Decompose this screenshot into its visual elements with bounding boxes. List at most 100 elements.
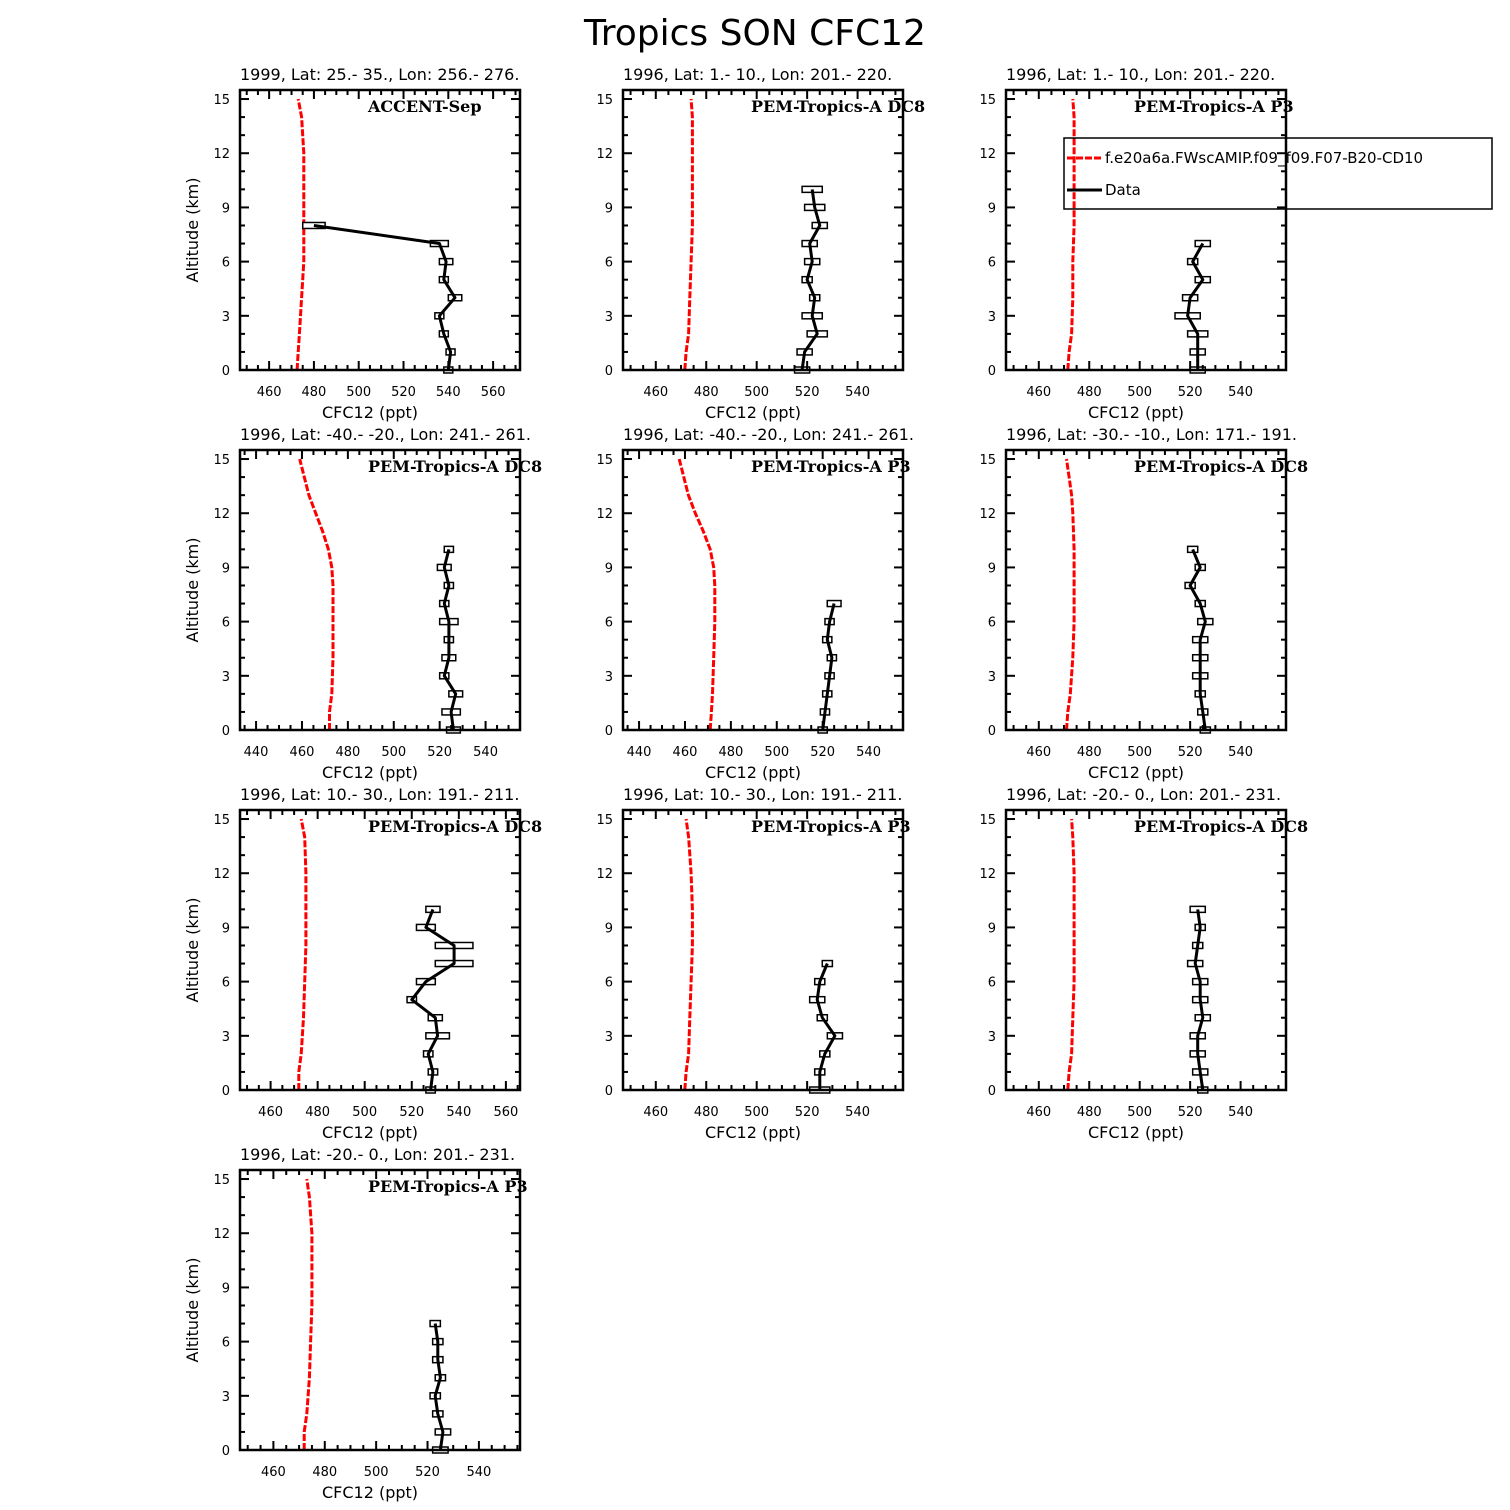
panel-6: 1996, Lat: -30.- -10., Lon: 171.- 191. 0 3… <box>979 425 1308 782</box>
plot-frame <box>621 88 905 372</box>
panel-subtitle: 1996, Lat: 1.- 10., Lon: 201.- 220. <box>623 65 892 84</box>
x-tick-label: 520 <box>795 1105 820 1120</box>
y-tick-label: 15 <box>596 813 613 828</box>
x-tick-label: 520 <box>1178 745 1203 760</box>
data-profile-line <box>815 962 837 1090</box>
panel-subtitle: 1996, Lat: -40.- -20., Lon: 241.- 261. <box>623 425 914 444</box>
plot-frame <box>1004 88 1288 372</box>
plot-frame <box>1004 808 1288 1092</box>
y-tick-label: 15 <box>213 813 230 828</box>
data-profile-line <box>313 224 457 371</box>
x-tick-label: 460 <box>643 1105 668 1120</box>
x-tick-label: 500 <box>744 1105 769 1120</box>
x-axis-label: CFC12 (ppt) <box>322 763 418 782</box>
x-axis-label: CFC12 (ppt) <box>1088 403 1184 422</box>
model-profile-line <box>298 458 335 730</box>
y-tick-label: 15 <box>596 93 613 108</box>
y-tick-label: 12 <box>979 507 996 522</box>
campaign-label: PEM-Tropics-A P3 <box>1134 97 1294 116</box>
x-axis-label: CFC12 (ppt) <box>322 403 418 422</box>
y-tick-label: 3 <box>222 310 230 325</box>
x-axis-label: CFC12 (ppt) <box>1088 763 1184 782</box>
x-axis-label: CFC12 (ppt) <box>322 1123 418 1142</box>
x-axis-label: CFC12 (ppt) <box>322 1483 418 1502</box>
panel-4: 1996, Lat: -40.- -20., Lon: 241.- 261. 0 3… <box>183 425 542 782</box>
y-tick-label: 3 <box>222 1030 230 1045</box>
x-tick-label: 480 <box>305 1105 330 1120</box>
y-tick-label: 12 <box>213 147 230 162</box>
x-tick-label: 500 <box>1127 1105 1152 1120</box>
data-profile-line <box>442 549 458 731</box>
model-profile-line <box>295 98 306 371</box>
x-tick-label: 540 <box>1228 745 1253 760</box>
x-tick-label: 480 <box>694 385 719 400</box>
x-tick-label: 520 <box>415 1465 440 1480</box>
data-profile-line <box>800 189 822 371</box>
model-profile-line <box>297 818 308 1090</box>
x-tick-label: 520 <box>427 745 452 760</box>
y-tick-label: 3 <box>988 310 996 325</box>
legend-box <box>1063 137 1493 210</box>
plot-frame <box>238 448 522 732</box>
x-tick-label: 520 <box>391 385 416 400</box>
x-tick-label: 560 <box>481 385 506 400</box>
y-tick-label: 9 <box>222 921 230 936</box>
x-tick-label: 520 <box>1178 1105 1203 1120</box>
x-tick-label: 540 <box>845 1105 870 1120</box>
x-tick-label: 480 <box>302 385 327 400</box>
model-profile-line <box>1065 458 1076 731</box>
panel-5: 1996, Lat: -40.- -20., Lon: 241.- 261. 0 3… <box>596 425 914 782</box>
y-tick-label: 0 <box>988 724 996 739</box>
x-tick-label: 460 <box>261 1465 286 1480</box>
y-tick-label: 3 <box>988 1030 996 1045</box>
x-axis-label: CFC12 (ppt) <box>1088 1123 1184 1142</box>
panel-7: 1996, Lat: 10.- 30., Lon: 191.- 211. 0 3 6 9… <box>183 785 542 1142</box>
y-axis-label: Altitude (km) <box>183 898 202 1003</box>
x-tick-label: 540 <box>845 385 870 400</box>
legend-model-label: f.e20a6a.FWscAMIP.f09_f09.F07-B20-CD10 <box>1105 149 1423 168</box>
panel-subtitle: 1996, Lat: -40.- -20., Lon: 241.- 261. <box>240 425 531 444</box>
plot-frame <box>238 1168 522 1452</box>
panel-2: 1996, Lat: 1.- 10., Lon: 201.- 220. 0 3 6 9 1… <box>596 65 925 422</box>
campaign-label: PEM-Tropics-A DC8 <box>1134 457 1308 476</box>
y-tick-label: 12 <box>213 1227 230 1242</box>
campaign-label: PEM-Tropics-A P3 <box>368 1177 528 1196</box>
y-tick-label: 15 <box>213 1173 230 1188</box>
y-tick-label: 6 <box>605 256 613 271</box>
x-tick-label: 500 <box>764 745 789 760</box>
model-profile-line <box>683 818 694 1091</box>
y-tick-label: 15 <box>979 813 996 828</box>
panel-subtitle: 1996, Lat: -20.- 0., Lon: 201.- 231. <box>1006 785 1281 804</box>
y-tick-label: 9 <box>988 201 996 216</box>
y-axis-label: Altitude (km) <box>183 1258 202 1363</box>
panel-subtitle: 1996, Lat: 1.- 10., Lon: 201.- 220. <box>1006 65 1275 84</box>
y-tick-label: 12 <box>979 867 996 882</box>
x-tick-label: 480 <box>718 745 743 760</box>
model-profile-line <box>302 1178 314 1450</box>
y-tick-label: 9 <box>605 921 613 936</box>
x-tick-label: 440 <box>244 745 269 760</box>
x-tick-label: 500 <box>1127 745 1152 760</box>
y-tick-label: 3 <box>605 310 613 325</box>
x-tick-label: 500 <box>346 385 371 400</box>
campaign-label: PEM-Tropics-A DC8 <box>368 817 542 836</box>
x-tick-label: 520 <box>795 385 820 400</box>
x-tick-label: 540 <box>446 1105 471 1120</box>
y-tick-label: 9 <box>222 1281 230 1296</box>
y-tick-label: 15 <box>979 93 996 108</box>
y-tick-label: 6 <box>988 976 996 991</box>
panel-subtitle: 1999, Lat: 25.- 35., Lon: 256.- 276. <box>240 65 519 84</box>
plot-frame <box>238 88 522 372</box>
y-tick-label: 6 <box>605 616 613 631</box>
panel-subtitle: 1996, Lat: 10.- 30., Lon: 191.- 211. <box>623 785 902 804</box>
x-tick-label: 480 <box>312 1465 337 1480</box>
plot-frame <box>621 808 905 1092</box>
x-tick-label: 540 <box>473 745 498 760</box>
x-tick-label: 540 <box>856 745 881 760</box>
legend: f.e20a6a.FWscAMIP.f09_f09.F07-B20-CD10 Da… <box>1063 137 1493 210</box>
x-tick-label: 500 <box>364 1465 389 1480</box>
y-tick-label: 15 <box>596 453 613 468</box>
x-tick-label: 460 <box>1026 745 1051 760</box>
campaign-label: PEM-Tropics-A P3 <box>751 457 911 476</box>
y-axis-label: Altitude (km) <box>183 178 202 283</box>
